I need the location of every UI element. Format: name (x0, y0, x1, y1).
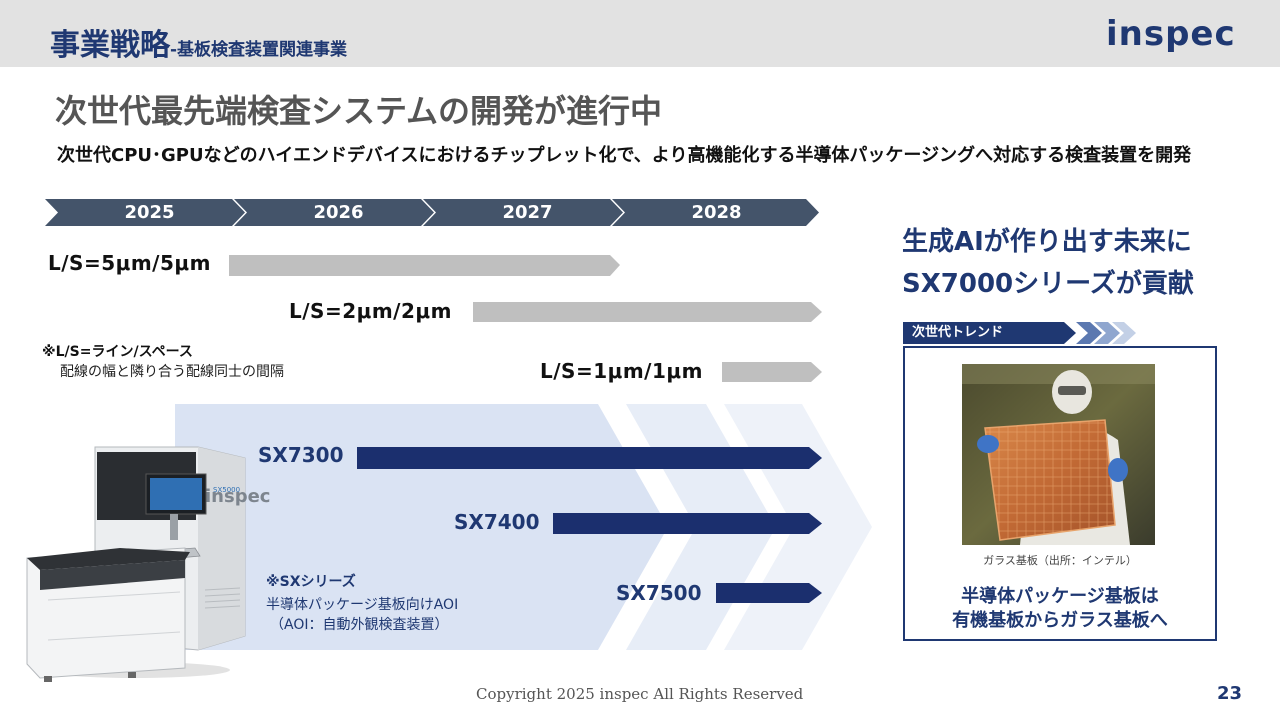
inspection-machine-image: inspec SX5000 (26, 446, 270, 682)
header-band (0, 0, 1280, 67)
trend-message-line1: 半導体パッケージ基板は (961, 586, 1159, 607)
model-label-sx7300: SX7300 (258, 443, 344, 467)
ls-bar-1um (722, 362, 822, 382)
sx-note-line1: 半導体パッケージ基板向けAOI (266, 597, 459, 613)
year-label-2026: 2026 (313, 202, 364, 223)
year-chevron-2025 (45, 199, 245, 226)
product-bar-sx7400 (553, 513, 822, 534)
ai-message-line1: 生成AIが作り出す未来に (902, 227, 1192, 257)
ls-note-title: ※L/S=ライン/スペース (42, 344, 193, 360)
year-label-2027: 2027 (502, 202, 553, 223)
model-label-sx7500: SX7500 (616, 581, 702, 605)
trend-tab-chevron-1 (1076, 322, 1102, 344)
ls-label-2um: L/S=2μm/2μm (289, 299, 452, 323)
machine-brand-text: inspec (205, 486, 270, 507)
page-number: 23 (1217, 683, 1243, 704)
model-label-sx7400: SX7400 (454, 510, 540, 534)
ls-label-1um: L/S=1μm/1μm (540, 359, 703, 383)
ai-message-line2: SX7000シリーズが貢献 (902, 269, 1194, 299)
trend-message-line2: 有機基板からガラス基板へ (952, 610, 1168, 631)
page-title-sub: -基板検査装置関連事業 (170, 40, 348, 60)
inspec-logo: inspec (1106, 14, 1236, 54)
subline: 次世代CPU･GPUなどのハイエンドデバイスにおけるチップレット化で、より高機能… (57, 145, 1192, 166)
trend-tab-chevron-2 (1094, 322, 1120, 344)
year-label-2025: 2025 (124, 202, 175, 223)
photo-caption: ガラス基板（出所：インテル） (983, 554, 1137, 567)
trend-tab-label: 次世代トレンド (912, 325, 1004, 340)
product-bar-sx7300 (357, 447, 822, 469)
sx-note-line2: （AOI：自動外観検査装置） (270, 617, 449, 633)
page-title: 事業戦略-基板検査装置関連事業 (50, 20, 347, 64)
year-chevron-2028 (612, 199, 819, 226)
page-title-main: 事業戦略 (50, 28, 170, 63)
machine-model-text: SX5000 (213, 486, 240, 494)
ls-note-desc: 配線の幅と隣り合う配線同士の間隔 (60, 364, 284, 380)
ls-bar-2um (473, 302, 822, 322)
headline: 次世代最先端検査システムの開発が進行中 (55, 92, 663, 130)
trend-tab-chevron-3 (1112, 322, 1136, 344)
trend-tab (903, 322, 1076, 344)
ls-label-5um: L/S=5μm/5μm (48, 251, 211, 275)
year-chevron-2027 (423, 199, 623, 226)
year-label-2028: 2028 (691, 202, 742, 223)
ls-bar-5um (229, 255, 620, 276)
sx-note-title: ※SXシリーズ (266, 574, 356, 590)
copyright-text: Copyright 2025 inspec All Rights Reserve… (476, 685, 804, 703)
year-chevron-2026 (234, 199, 434, 226)
product-bar-sx7500 (716, 583, 822, 603)
